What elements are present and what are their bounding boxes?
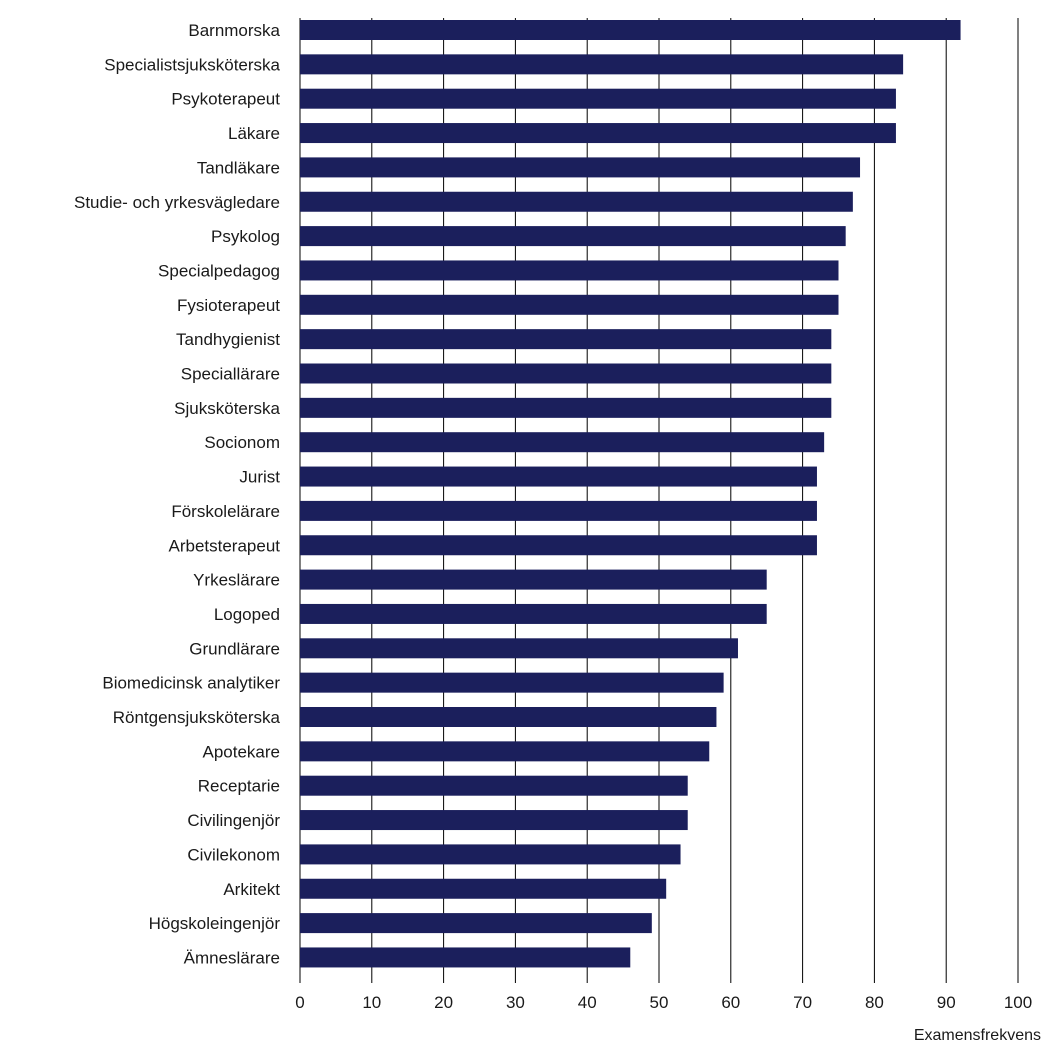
category-label: Grundlärare — [189, 639, 280, 658]
x-tick-label: 40 — [578, 993, 597, 1012]
bar — [300, 500, 817, 521]
x-tick-label: 100 — [1004, 993, 1032, 1012]
bar — [300, 810, 688, 831]
bar — [300, 535, 817, 556]
category-label: Förskolelärare — [171, 502, 280, 521]
bar — [300, 363, 832, 384]
x-tick-label: 90 — [937, 993, 956, 1012]
category-label: Tandhygienist — [176, 330, 280, 349]
category-label: Specialistsjuksköterska — [104, 55, 280, 74]
bar — [300, 432, 825, 453]
bar — [300, 260, 839, 281]
bar — [300, 226, 846, 247]
category-label: Yrkeslärare — [193, 571, 280, 590]
category-label: Högskoleingenjör — [149, 914, 281, 933]
category-label: Sjuksköterska — [174, 399, 280, 418]
gridlines — [299, 18, 1019, 983]
bar — [300, 123, 896, 144]
bar — [300, 672, 724, 693]
category-label: Arkitekt — [223, 880, 280, 899]
bar — [300, 775, 688, 796]
x-tick-label: 20 — [434, 993, 453, 1012]
category-label: Tandläkare — [197, 158, 280, 177]
bar — [300, 569, 767, 590]
bar — [300, 88, 896, 109]
category-label: Biomedicinsk analytiker — [102, 674, 280, 693]
category-labels: Barnmorska Specialistsjuksköterska Psykote… — [74, 21, 281, 967]
category-label: Barnmorska — [188, 21, 280, 40]
x-tick-label: 70 — [793, 993, 812, 1012]
category-label: Studie- och yrkesvägledare — [74, 193, 280, 212]
category-label: Psykoterapeut — [171, 90, 280, 109]
bar — [300, 603, 767, 624]
category-label: Arbetsterapeut — [168, 536, 280, 555]
bar — [300, 191, 853, 212]
category-label: Socionom — [204, 433, 280, 452]
category-label: Fysioterapeut — [177, 296, 280, 315]
category-label: Speciallärare — [181, 365, 280, 384]
bar — [300, 913, 652, 934]
bar — [300, 707, 717, 727]
category-label: Logoped — [214, 605, 280, 624]
bar — [300, 329, 832, 350]
x-tick-labels: 0 10 20 30 40 50 60 70 80 90 100 — [295, 993, 1032, 1012]
bar — [300, 947, 631, 968]
category-label: Civilingenjör — [187, 811, 280, 830]
category-label: Receptarie — [198, 777, 280, 796]
x-tick-label: 50 — [650, 993, 669, 1012]
category-label: Ämneslärare — [184, 948, 280, 967]
x-tick-label: 10 — [362, 993, 381, 1012]
category-label: Apotekare — [203, 742, 281, 761]
x-tick-label: 80 — [865, 993, 884, 1012]
x-tick-label: 60 — [721, 993, 740, 1012]
bar — [300, 844, 681, 865]
bar — [300, 294, 839, 315]
category-label: Röntgensjuksköterska — [113, 708, 281, 727]
category-label: Specialpedagog — [158, 261, 280, 280]
bar — [300, 20, 961, 40]
bar — [300, 741, 710, 762]
x-tick-label: 0 — [295, 993, 304, 1012]
category-label: Psykolog — [211, 227, 280, 246]
category-label: Jurist — [239, 468, 280, 487]
category-label: Civilekonom — [187, 845, 280, 864]
bar — [300, 878, 667, 899]
category-label: Läkare — [228, 124, 280, 143]
bar — [300, 54, 904, 75]
x-axis-title: Examensfrekvens — [914, 1027, 1041, 1044]
x-tick-label: 30 — [506, 993, 525, 1012]
bar — [300, 157, 861, 178]
bar — [300, 397, 832, 418]
bar — [300, 466, 817, 487]
bar — [300, 638, 738, 659]
bars — [300, 20, 961, 968]
